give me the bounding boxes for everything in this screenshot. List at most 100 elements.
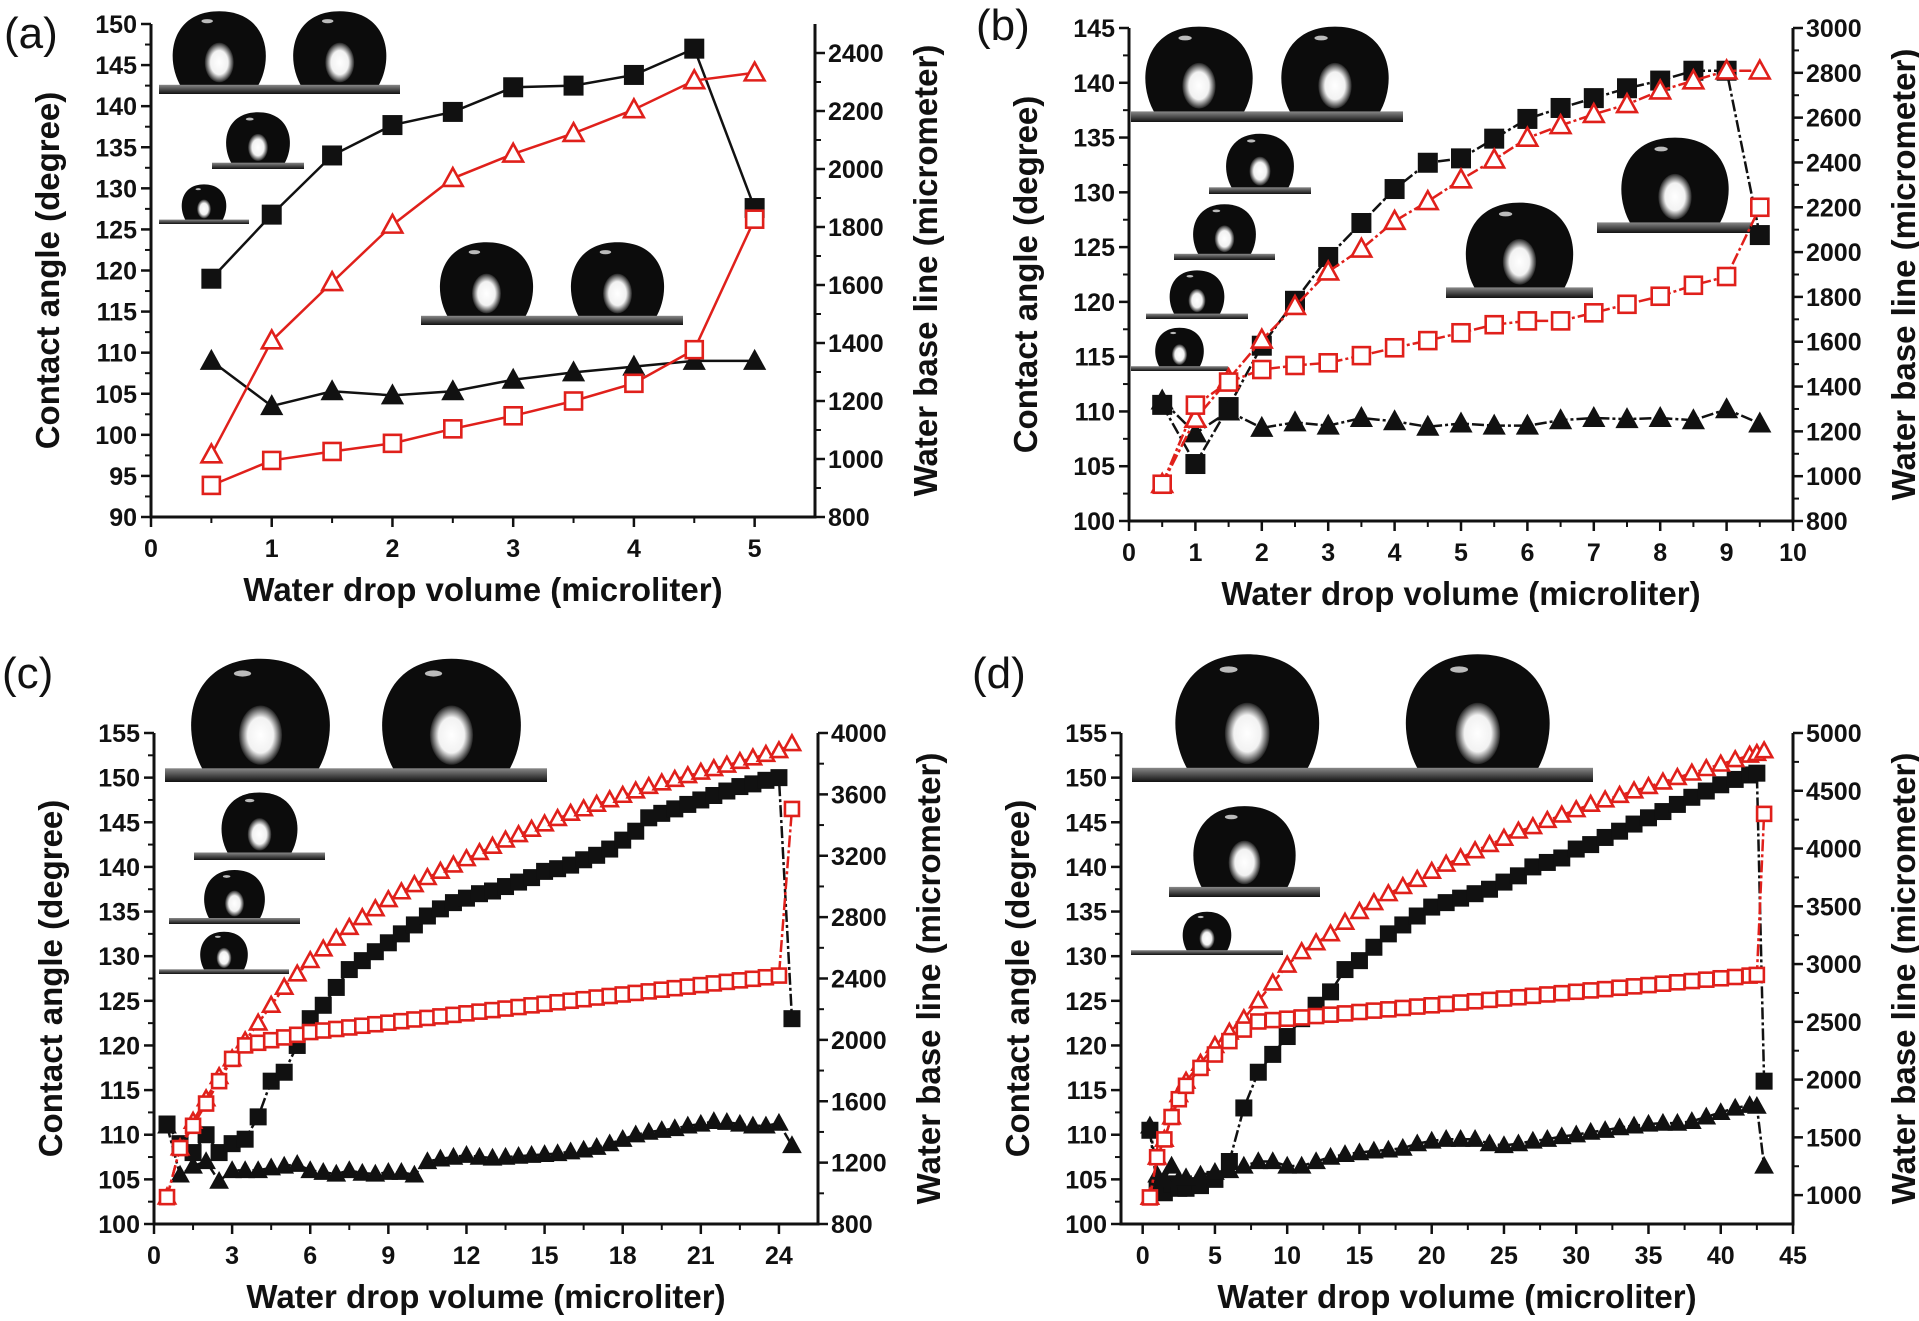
data-point-filled-square [379, 934, 397, 952]
left-tick-label: 155 [1065, 720, 1107, 748]
droplet-reflection [1498, 211, 1513, 217]
data-point-filled-square [1235, 1099, 1253, 1117]
data-point-filled-square [418, 907, 436, 925]
data-point-open-square [1206, 1046, 1224, 1063]
data-point-filled-triangle [495, 1146, 516, 1165]
data-point-filled-triangle [260, 394, 284, 416]
right-tick-label: 4000 [1806, 836, 1862, 864]
data-point-filled-square [523, 869, 541, 887]
substrate-baseline [159, 969, 289, 974]
data-point-filled-square [1509, 867, 1527, 885]
data-point-open-square [1418, 330, 1438, 351]
right-tick-label: 2400 [831, 966, 887, 994]
data-point-filled-square [470, 885, 488, 903]
data-point-filled-triangle [1638, 1113, 1659, 1132]
data-point-filled-square [1336, 961, 1354, 979]
data-point-filled-square [536, 862, 554, 880]
data-point-filled-triangle [441, 379, 465, 401]
data-point-open-triangle [547, 807, 568, 827]
data-point-open-triangle [320, 269, 345, 292]
droplet-photo [1597, 127, 1753, 233]
data-point-open-triangle [1262, 972, 1284, 991]
data-point-open-square [1650, 286, 1670, 307]
x-tick-label: 45 [1779, 1242, 1807, 1270]
data-point-filled-triangle [1436, 1128, 1457, 1147]
right-y-axis-title: Water base line (micrometer) [907, 45, 944, 497]
data-point-open-square [1380, 1001, 1397, 1018]
data-point-filled-square [431, 900, 449, 918]
x-tick-label: 3 [1321, 539, 1335, 567]
data-point-filled-triangle [1494, 1135, 1514, 1154]
data-point-open-triangle [1247, 989, 1269, 1009]
data-point-open-triangle [742, 59, 767, 82]
series-black-filled-triangle [199, 348, 767, 416]
data-point-open-square [1495, 990, 1513, 1007]
droplet-reflection [1654, 146, 1668, 152]
data-point-filled-square [249, 1108, 267, 1126]
data-point-open-triangle [561, 120, 586, 143]
droplet-reflection [1212, 209, 1221, 213]
data-point-open-triangle [440, 165, 465, 188]
left-tick-label: 135 [98, 899, 140, 927]
right-tick-label: 2000 [831, 1027, 887, 1055]
data-point-open-triangle [259, 327, 284, 350]
data-point-filled-triangle [1190, 1164, 1211, 1183]
droplet-highlight [472, 273, 501, 314]
data-point-filled-triangle [313, 1162, 334, 1180]
droplet-highlight [1199, 928, 1215, 949]
data-point-open-triangle [1681, 67, 1706, 90]
data-point-filled-triangle [1176, 1167, 1196, 1186]
droplet-highlight [216, 947, 232, 969]
data-point-open-triangle [1623, 779, 1645, 799]
data-point-open-triangle [1667, 766, 1688, 786]
data-point-open-triangle [456, 847, 477, 867]
data-point-filled-triangle [1306, 1151, 1326, 1170]
data-point-open-triangle [1276, 954, 1298, 973]
left-tick-label: 100 [1073, 508, 1115, 536]
data-point-open-square [1285, 355, 1305, 376]
right-tick-label: 2400 [1806, 149, 1862, 177]
data-point-filled-triangle [1566, 1124, 1587, 1143]
droplet-highlight [225, 890, 244, 917]
left-tick-label: 110 [97, 340, 137, 368]
data-point-filled-square [353, 952, 371, 970]
left-tick-label: 110 [100, 1122, 140, 1150]
data-point-filled-triangle [1154, 1169, 1175, 1188]
left-tick-label: 100 [98, 1211, 140, 1239]
left-tick-label: 105 [1073, 453, 1115, 481]
left-tick-label: 130 [95, 175, 137, 203]
data-point-filled-triangle [183, 1155, 203, 1174]
data-point-filled-square [692, 791, 710, 809]
left-tick-label: 145 [1073, 15, 1115, 43]
data-point-filled-square [1351, 213, 1372, 234]
data-point-filled-triangle [209, 1170, 229, 1189]
data-point-open-triangle [1508, 820, 1529, 839]
data-point-filled-triangle [339, 1160, 360, 1179]
data-point-filled-square [757, 771, 775, 789]
data-point-open-triangle [1522, 815, 1544, 835]
chart-panel-a: (a) 0 1 2 3 4 5 90 95 100 105 110 115 120 125 130 135 140… [4, 2, 944, 608]
series-black-filled-triangle [1140, 1095, 1774, 1188]
data-point-filled-triangle [1609, 1117, 1630, 1136]
data-point-open-triangle [1724, 748, 1746, 768]
data-point-open-triangle [1320, 922, 1341, 942]
left-tick-label: 125 [1065, 988, 1107, 1016]
data-point-filled-square [1394, 916, 1412, 934]
data-point-filled-square [679, 795, 697, 813]
data-point-open-triangle [247, 1012, 269, 1031]
left-tick-label: 155 [98, 720, 140, 748]
x-tick-label: 20 [1418, 1242, 1446, 1270]
data-point-open-square [1484, 314, 1504, 335]
data-point-filled-square [1278, 1028, 1296, 1046]
data-point-open-square [1481, 991, 1498, 1009]
left-tick-label: 145 [95, 52, 137, 80]
droplet-reflection [233, 670, 252, 677]
data-point-open-triangle [1536, 809, 1558, 829]
data-point-open-square [1697, 971, 1715, 988]
data-point-open-square [1141, 1189, 1159, 1206]
data-point-filled-square [442, 101, 463, 122]
data-point-open-square [684, 339, 705, 360]
data-point-filled-square [1423, 898, 1441, 916]
x-tick-label: 40 [1707, 1242, 1735, 1270]
droplet-reflection [1219, 666, 1238, 673]
